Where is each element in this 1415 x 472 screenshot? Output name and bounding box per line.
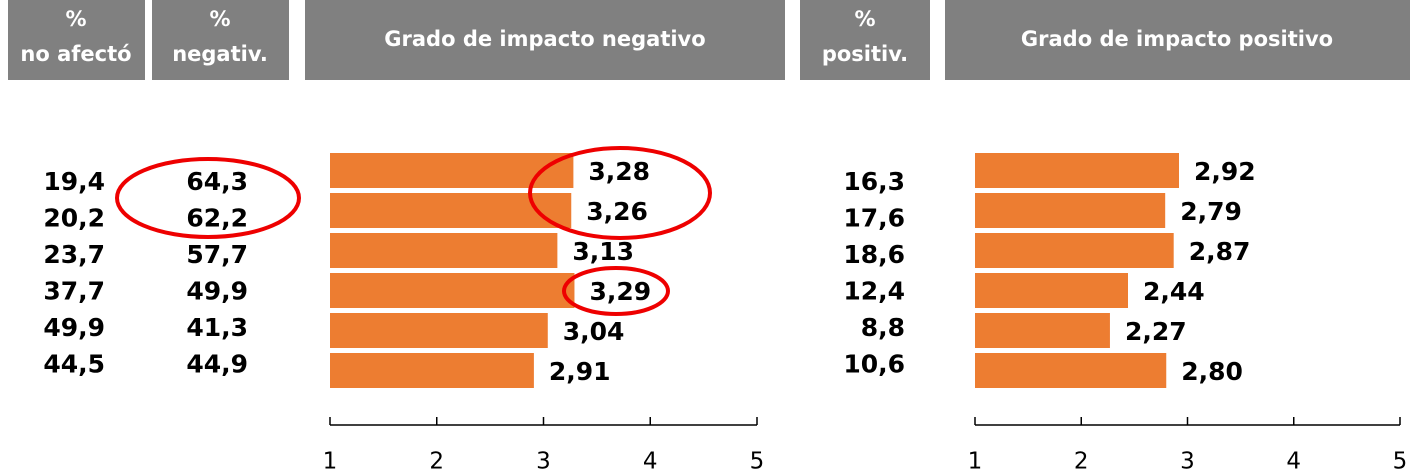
value-label: 2,27 <box>1125 317 1187 346</box>
value-label: 3,26 <box>586 197 648 226</box>
column-header: % <box>854 7 875 31</box>
cell-value: 17,6 <box>843 204 905 233</box>
cell-value: 49,9 <box>186 277 248 306</box>
cell-value: 12,4 <box>843 277 905 306</box>
x-tick-label: 4 <box>643 449 658 472</box>
column-header: negativ. <box>172 42 268 66</box>
bar <box>330 273 575 308</box>
bar <box>330 313 548 348</box>
value-label: 3,28 <box>588 157 650 186</box>
value-label: 2,79 <box>1180 197 1242 226</box>
bar <box>975 233 1174 268</box>
cell-value: 19,4 <box>43 167 105 196</box>
content: % no afectó 19,4 20,2 23,7 37,7 49,9 44,5% negat… <box>20 7 1407 472</box>
highlight <box>528 146 712 240</box>
cell-value: 49,9 <box>43 313 105 342</box>
cell-value: 41,3 <box>186 313 248 342</box>
x-tick-label: 1 <box>323 449 338 472</box>
value-label: 2,92 <box>1194 157 1256 186</box>
x-tick-label: 2 <box>429 449 444 472</box>
header-box <box>305 0 785 80</box>
x-tick-label: 3 <box>1180 449 1195 472</box>
bar <box>975 273 1128 308</box>
x-tick-label: 2 <box>1074 449 1089 472</box>
header-box <box>945 0 1410 80</box>
cell-value: 10,6 <box>843 350 905 379</box>
bar <box>330 153 574 188</box>
value-label: 3,13 <box>572 237 634 266</box>
bar <box>330 353 534 388</box>
column-header: positiv. <box>822 42 908 66</box>
x-tick-label: 1 <box>968 449 983 472</box>
chart-title: Grado de impacto positivo <box>1021 27 1333 51</box>
cell-value: 18,6 <box>843 240 905 269</box>
bar <box>330 233 558 268</box>
x-tick-label: 4 <box>1286 449 1301 472</box>
bar <box>975 353 1167 388</box>
cell-value: 57,7 <box>186 240 248 269</box>
highlight <box>115 157 301 239</box>
cell-value: 64,3 <box>186 167 248 196</box>
column-header: no afectó <box>20 42 131 66</box>
cell-value: 23,7 <box>43 240 105 269</box>
value-label: 2,87 <box>1189 237 1251 266</box>
header-box <box>800 0 930 80</box>
header-box <box>8 0 145 80</box>
cell-value: 37,7 <box>43 277 105 306</box>
cell-value: 44,9 <box>186 350 248 379</box>
value-label: 3,04 <box>563 317 625 346</box>
cell-value: 20,2 <box>43 204 105 233</box>
value-label: 2,80 <box>1181 357 1243 386</box>
chart-title: Grado de impacto negativo <box>384 27 705 51</box>
x-tick-label: 3 <box>536 449 551 472</box>
x-tick-label: 5 <box>1393 449 1408 472</box>
highlight <box>562 266 670 316</box>
bar <box>975 313 1110 348</box>
column-header: % <box>65 7 86 31</box>
cell-value: 62,2 <box>186 204 248 233</box>
bar <box>975 193 1166 228</box>
cell-value: 8,8 <box>861 313 905 342</box>
x-tick-label: 5 <box>750 449 765 472</box>
cell-value: 16,3 <box>843 167 905 196</box>
column-header: % <box>209 7 230 31</box>
cell-value: 44,5 <box>43 350 105 379</box>
value-label: 2,91 <box>549 357 611 386</box>
value-label: 3,29 <box>589 277 651 306</box>
header-box <box>152 0 289 80</box>
value-label: 2,44 <box>1143 277 1205 306</box>
bar <box>975 153 1179 188</box>
